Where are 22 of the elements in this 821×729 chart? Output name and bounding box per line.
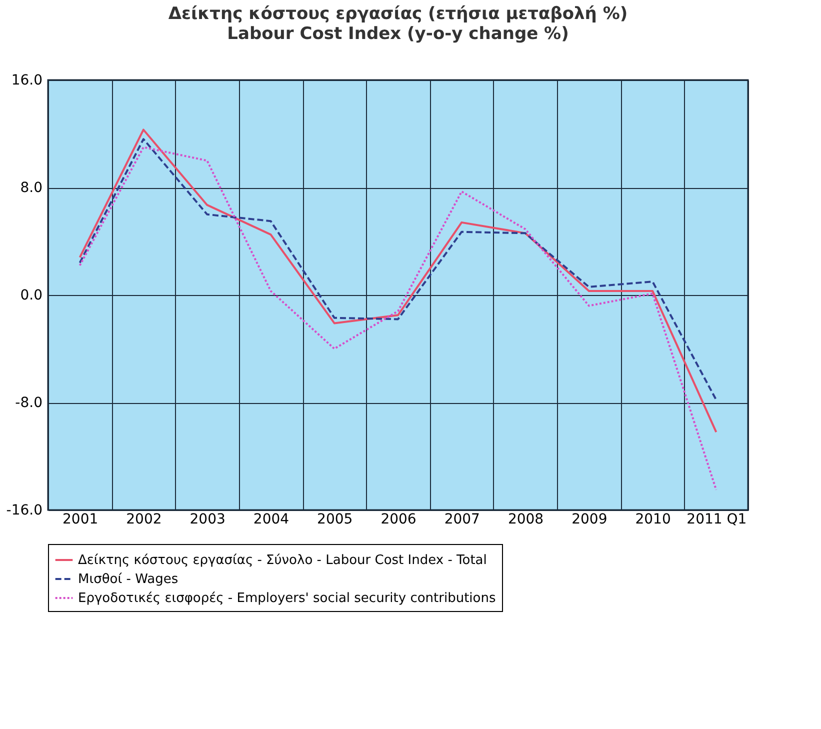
x-tick-label: 2004 xyxy=(253,512,290,528)
y-tick-label: -16.0 xyxy=(6,502,42,518)
x-tick-label: 2010 xyxy=(635,512,671,528)
y-tick-label: 16.0 xyxy=(11,72,42,88)
legend-label: Δείκτης κόστους εργασίας - Σύνολο - Labour Cost Index - Total xyxy=(78,553,487,568)
chart-subtitle: Labour Cost Index (y-o-y change %) xyxy=(227,24,569,44)
x-tick-label: 2011 Q1 xyxy=(686,512,747,528)
legend-label: Εργοδοτικές εισφορές - Employers' social security contributions xyxy=(78,591,496,606)
x-tick-label: 2006 xyxy=(380,512,416,528)
x-tick-label: 2002 xyxy=(126,512,162,528)
y-tick-label: 8.0 xyxy=(20,180,42,196)
legend-label: Μισθοί - Wages xyxy=(78,572,178,587)
x-tick-label: 2008 xyxy=(508,512,544,528)
x-tick-label: 2001 xyxy=(62,512,98,528)
x-tick-label: 2007 xyxy=(444,512,480,528)
y-tick-label: 0.0 xyxy=(20,288,42,304)
x-tick-label: 2005 xyxy=(317,512,353,528)
x-tick-label: 2009 xyxy=(572,512,608,528)
x-tick-label: 2003 xyxy=(190,512,226,528)
y-tick-label: -8.0 xyxy=(15,395,42,411)
chart-title: Δείκτης κόστους εργασίας (ετήσια μεταβολή %) xyxy=(168,4,628,24)
line-series xyxy=(78,146,718,491)
